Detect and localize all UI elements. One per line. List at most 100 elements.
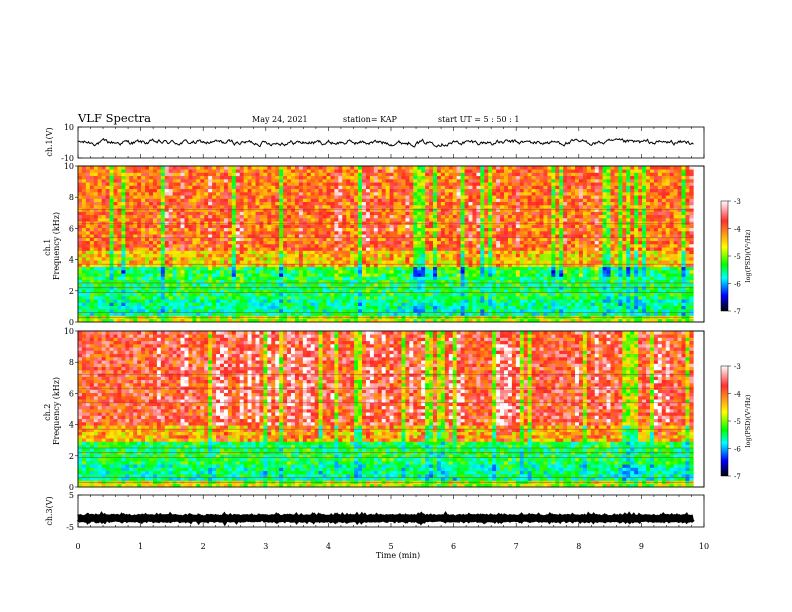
spectrogram-cell [346, 299, 351, 303]
spectrogram-cell [275, 182, 280, 186]
spectrogram-cell [279, 266, 284, 271]
spectrogram-cell [172, 296, 177, 300]
spectrogram-cell [78, 205, 83, 209]
spectrogram-cell [259, 240, 264, 245]
spectrogram-cell [413, 192, 418, 196]
spectrogram-cell [85, 260, 91, 264]
spectrogram-cell [346, 179, 351, 183]
spectrogram-cell [243, 214, 248, 219]
spectrogram-cell [180, 247, 185, 251]
spectrogram-cell [93, 292, 99, 297]
spectrogram-cell [302, 175, 308, 180]
spectrogram-cell [362, 263, 367, 268]
spectrogram-cell [448, 244, 454, 248]
spectrogram-cell [283, 211, 288, 216]
spectrogram-cell [141, 195, 146, 199]
spectrogram-cell [121, 237, 126, 242]
spectrogram-cell [464, 270, 469, 274]
spectrogram-cell [330, 260, 335, 264]
spectrogram-cell [291, 260, 296, 264]
spectrogram-cell [204, 198, 209, 203]
spectrogram-cell [259, 292, 264, 297]
spectrogram-cell [369, 221, 375, 225]
spectrogram-cell [180, 253, 185, 258]
spectrogram-cell [216, 257, 221, 261]
spectrogram-cell [121, 309, 126, 313]
spectrogram-cell [263, 227, 268, 232]
spectrogram-cell [440, 172, 446, 177]
spectrogram-cell [464, 175, 469, 180]
spectrogram-cell [223, 237, 229, 242]
spectrogram-cell [322, 247, 327, 251]
spectrogram-cell [429, 244, 434, 248]
spectrogram-cell [113, 247, 118, 251]
spectrogram-cell [78, 270, 83, 274]
spectrogram-cell [460, 227, 465, 232]
spectrogram-cell [397, 221, 402, 225]
spectrogram-cell [160, 205, 166, 209]
spectrogram-cell [247, 169, 252, 173]
spectrogram-cell [168, 318, 173, 323]
spectrogram-cell [149, 250, 154, 255]
spectrogram-cell [216, 279, 221, 284]
spectrogram-cell [429, 312, 434, 316]
spectrogram-cell [231, 237, 237, 242]
spectrogram-cell [231, 309, 237, 313]
spectrogram-cell [425, 198, 430, 203]
spectrogram-cell [405, 166, 410, 170]
spectrogram-cell [338, 175, 343, 180]
spectrogram-cell [78, 247, 83, 251]
spectrogram-cell [421, 182, 426, 186]
spectrogram-cell [369, 305, 375, 310]
spectrogram-cell [137, 237, 142, 242]
spectrogram-cell [97, 270, 102, 274]
spectrogram-cell [78, 192, 83, 196]
spectrogram-cell [413, 240, 418, 245]
spectrogram-cell [310, 260, 315, 264]
spectrogram-cell [97, 237, 102, 242]
spectrogram-cell [358, 201, 363, 206]
spectrogram-cell [413, 299, 418, 303]
spectrogram-cell [227, 192, 233, 196]
spectrogram-cell [298, 182, 304, 186]
spectrogram-cell [330, 218, 335, 222]
spectrogram-cell [255, 302, 260, 307]
spectrogram-cell [243, 175, 248, 180]
spectrogram-cell [362, 266, 367, 271]
spectrogram-cell [200, 305, 205, 310]
spectrogram-cell [298, 244, 304, 248]
spectrogram-cell [251, 179, 256, 183]
spectrogram-cell [334, 260, 339, 264]
spectrogram-cell [208, 175, 213, 180]
spectrogram-cell [275, 205, 280, 209]
spectrogram-cell [433, 270, 438, 274]
spectrogram-cell [389, 283, 394, 287]
spectrogram-cell [397, 218, 402, 222]
spectrogram-cell [247, 273, 252, 277]
spectrogram-cell [137, 188, 142, 193]
spectrogram-cell [377, 273, 383, 277]
spectrogram-cell [227, 224, 233, 229]
spectrogram-cell [78, 253, 83, 258]
spectrogram-cell [267, 266, 272, 271]
spectrogram-cell [373, 279, 379, 284]
spectrogram-cell [452, 211, 457, 216]
spectrogram-cell [322, 273, 327, 277]
spectrogram-cell [433, 192, 438, 196]
spectrogram-cell [204, 250, 209, 255]
spectrogram-cell [425, 211, 430, 216]
spectrogram-cell [259, 198, 264, 203]
spectrogram-cell [302, 240, 308, 245]
spectrogram-cell [243, 292, 248, 297]
spectrogram-cell [326, 263, 331, 268]
spectrogram-cell [259, 260, 264, 264]
spectrogram-cell [164, 260, 170, 264]
spectrogram-cell [342, 227, 347, 232]
spectrogram-cell [271, 292, 276, 297]
spectrogram-cell [152, 296, 158, 300]
spectrogram-cell [160, 250, 166, 255]
spectrogram-cell [137, 221, 142, 225]
spectrogram-cell [172, 221, 177, 225]
spectrogram-cell [318, 166, 323, 170]
spectrogram-cell [421, 305, 426, 310]
